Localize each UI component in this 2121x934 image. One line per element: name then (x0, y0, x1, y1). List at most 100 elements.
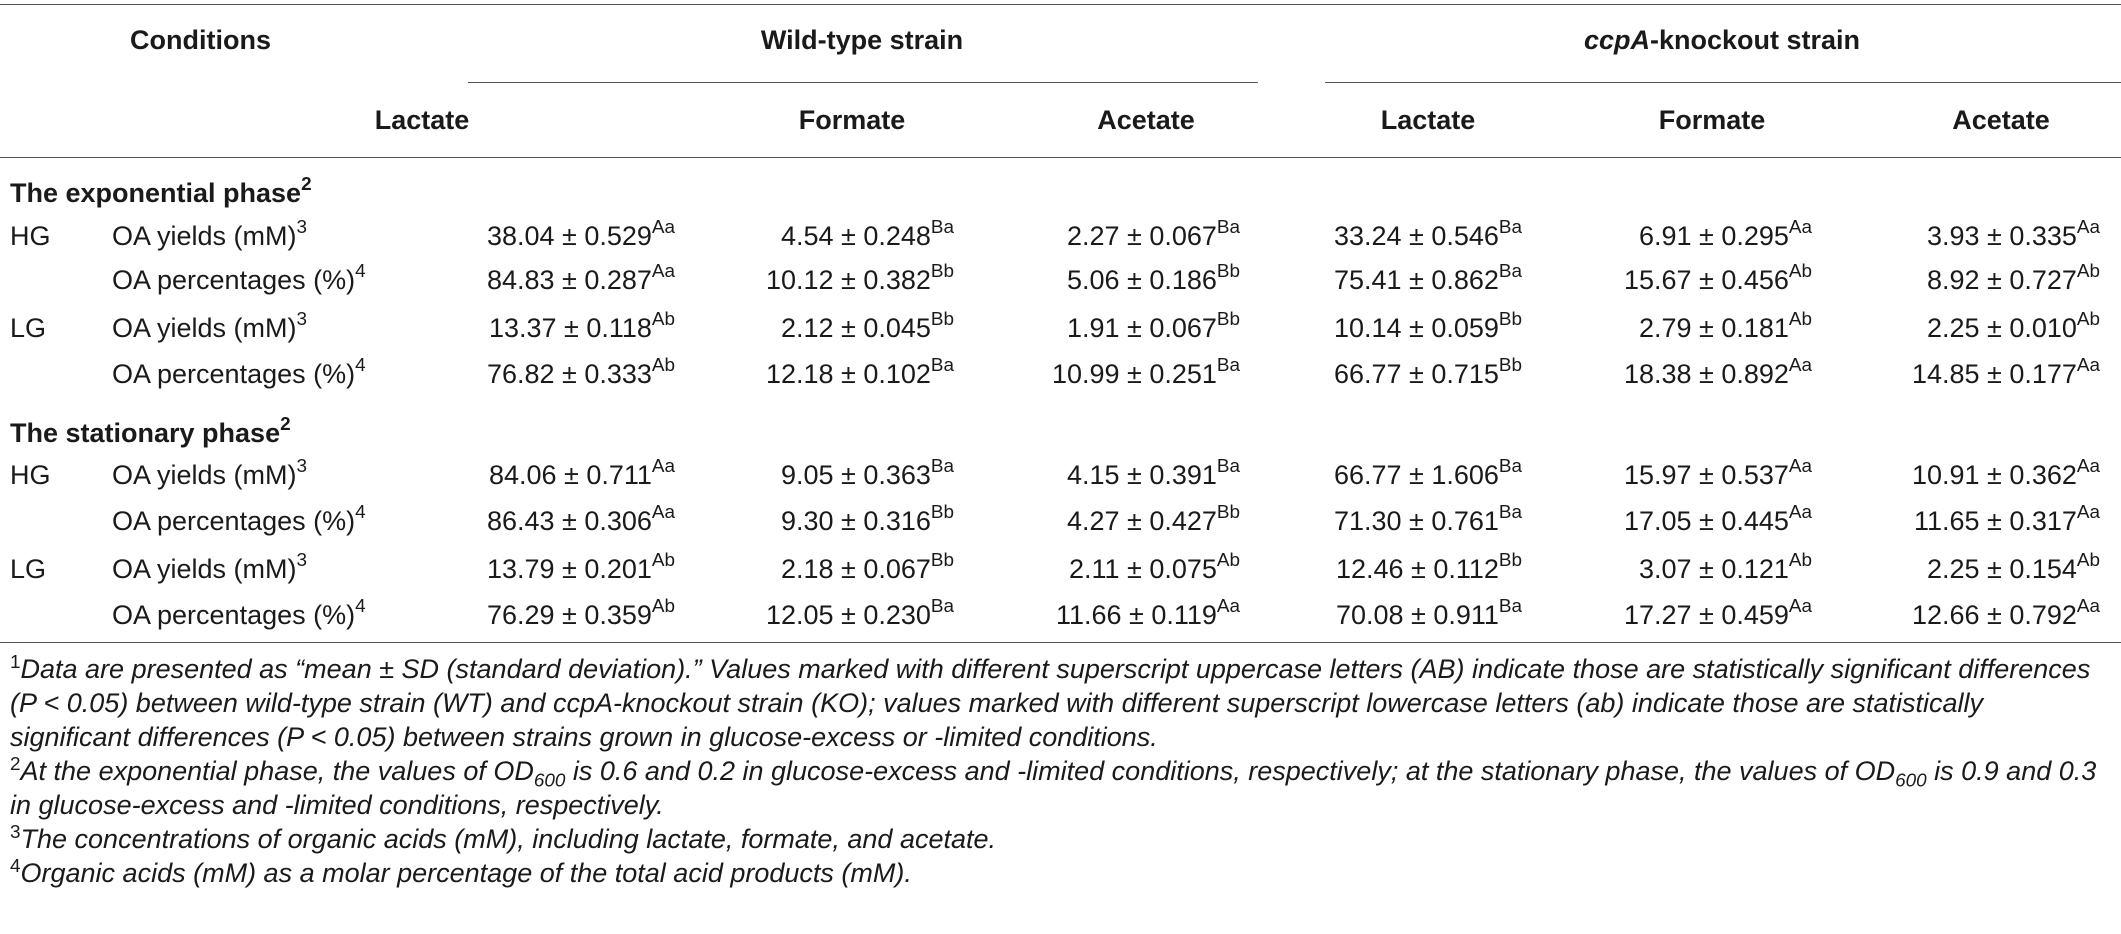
table-cell: 11.66 ± 0.119Aa (1055, 596, 1240, 632)
significance-letters: Aa (1788, 502, 1812, 524)
row-label-text: OA yields (mM) (112, 554, 297, 584)
significance-letters: Ab (1788, 309, 1812, 331)
cell-value: 2.79 ± 0.181 (1638, 313, 1789, 343)
cell-value: 4.54 ± 0.248 (780, 221, 931, 251)
table-cell: 12.05 ± 0.230Ba (766, 597, 954, 632)
significance-letters: Aa (2076, 456, 2100, 478)
footnote-4-text: Organic acids (mM) as a molar percentage… (20, 858, 912, 888)
footnote-1-number: 1 (10, 652, 21, 673)
significance-letters: Ba (1216, 456, 1240, 478)
significance-letters: Bb (1216, 261, 1240, 283)
cell-value: 13.79 ± 0.201 (486, 554, 652, 584)
row-group-label: HG (10, 221, 51, 251)
significance-letters: Aa (651, 217, 675, 239)
table-cell: 2.18 ± 0.067Bb (781, 550, 954, 586)
section-title-text: The stationary phase (10, 418, 281, 448)
header-bottom-rule (0, 157, 2121, 158)
table-cell: 6.91 ± 0.295Aa (1639, 217, 1812, 253)
table-cell: 15.67 ± 0.456Ab (1623, 261, 1812, 297)
cell-value: 17.05 ± 0.445 (1623, 506, 1789, 536)
significance-letters: Ba (1498, 502, 1522, 524)
footnote-2-text-b: is 0.6 and 0.2 in glucose-excess and -li… (565, 756, 1896, 786)
od600-subscript: 600 (1895, 770, 1927, 792)
footnote-3: 3The concentrations of organic acids (mM… (10, 822, 2110, 856)
cell-value: 18.38 ± 0.892 (1623, 359, 1789, 389)
table-cell: 84.83 ± 0.287Aa (487, 262, 675, 297)
cell-value: 12.66 ± 0.792 (1911, 600, 2077, 630)
cell-value: 66.77 ± 1.606 (1333, 460, 1499, 490)
table-cell: 2.25 ± 0.154Ab (1926, 550, 2100, 586)
significance-letters: Ba (1498, 456, 1522, 478)
cell-value: 10.91 ± 0.362 (1911, 460, 2077, 490)
significance-letters: Aa (1788, 217, 1812, 239)
table-cell: 71.30 ± 0.761Ba (1333, 502, 1522, 538)
row-label-footnote-mark: 4 (355, 261, 366, 283)
cell-value: 33.24 ± 0.546 (1333, 221, 1499, 251)
cell-value: 14.85 ± 0.177 (1911, 359, 2077, 389)
table-cell: 10.91 ± 0.362Aa (1911, 456, 2100, 492)
significance-letters: Ab (1788, 550, 1812, 572)
cell-value: 38.04 ± 0.529 (486, 221, 652, 251)
cell-value: 11.66 ± 0.119 (1055, 600, 1217, 630)
row-label-footnote-mark: 3 (296, 217, 308, 239)
od600-subscript: 600 (533, 770, 566, 792)
significance-letters: Ba (930, 456, 954, 478)
section-title-footnote-mark: 2 (280, 414, 291, 436)
cell-value: 71.30 ± 0.761 (1333, 506, 1499, 536)
cell-value: 3.93 ± 0.335 (1926, 221, 2077, 251)
column-header-lactate: Lactate (374, 105, 470, 135)
row-label-text: OA yields (mM) (112, 460, 297, 490)
cell-value: 17.27 ± 0.459 (1623, 600, 1789, 630)
top-rule (0, 4, 2121, 5)
row-label-text: OA percentages (%) (112, 600, 356, 630)
table-cell: 76.29 ± 0.359Ab (487, 596, 675, 632)
significance-letters: Ab (651, 355, 675, 377)
column-header-formate: Formate (1658, 105, 1766, 135)
cell-value: 5.06 ± 0.186 (1066, 265, 1217, 295)
section-title: The stationary phase2 (10, 414, 291, 450)
significance-letters: Aa (1216, 596, 1240, 618)
column-header-acetate: Acetate (1952, 105, 2050, 135)
significance-letters: Ab (651, 596, 675, 618)
table-cell: 8.92 ± 0.727Ab (1927, 261, 2100, 297)
table-cell: 10.12 ± 0.382Bb (766, 261, 954, 297)
table-cell: 12.18 ± 0.102Ba (766, 355, 954, 391)
footnote-2: 2At the exponential phase, the values of… (10, 754, 2110, 822)
cell-value: 2.25 ± 0.010 (1926, 313, 2077, 343)
cell-value: 15.67 ± 0.456 (1623, 265, 1789, 295)
cell-value: 4.27 ± 0.427 (1066, 506, 1217, 536)
cell-value: 2.27 ± 0.067 (1066, 221, 1217, 251)
significance-letters: Ab (651, 309, 675, 331)
row-label-text: OA percentages (%) (112, 506, 356, 536)
table-cell: 76.82 ± 0.333Ab (487, 355, 675, 391)
significance-letters: Bb (930, 502, 954, 524)
significance-letters: Bb (1498, 355, 1522, 377)
significance-letters: Aa (2076, 355, 2100, 377)
footnote-2-number: 2 (10, 754, 21, 775)
column-header-lactate: Lactate (1380, 105, 1476, 135)
significance-letters: Ab (2076, 261, 2100, 283)
row-label: OA percentages (%)4 (112, 356, 366, 391)
knockout-underline (1325, 82, 2121, 83)
row-label-text: OA percentages (%) (112, 265, 356, 295)
significance-letters: Ba (930, 217, 954, 239)
section-title-footnote-mark: 2 (301, 174, 312, 196)
table-cell: 4.15 ± 0.391Ba (1067, 456, 1240, 492)
row-label-footnote-mark: 3 (296, 456, 308, 478)
significance-letters: Ab (1788, 261, 1812, 283)
significance-letters: Ba (930, 355, 954, 377)
significance-letters: Ab (2076, 550, 2100, 572)
row-label: OA percentages (%)4 (112, 503, 366, 538)
row-label-footnote-mark: 4 (355, 596, 366, 618)
row-label: OA percentages (%)4 (112, 261, 366, 297)
cell-value: 2.25 ± 0.154 (1926, 554, 2077, 584)
footnote-3-number: 3 (10, 822, 21, 843)
wild-type-underline (468, 82, 1258, 83)
table-cell: 4.54 ± 0.248Ba (780, 217, 954, 253)
table-cell: 38.04 ± 0.529Aa (486, 217, 675, 253)
significance-letters: Bb (1216, 309, 1240, 331)
significance-letters: Bb (930, 550, 954, 572)
significance-letters: Bb (930, 261, 954, 283)
table-cell: 9.05 ± 0.363Ba (781, 456, 954, 492)
